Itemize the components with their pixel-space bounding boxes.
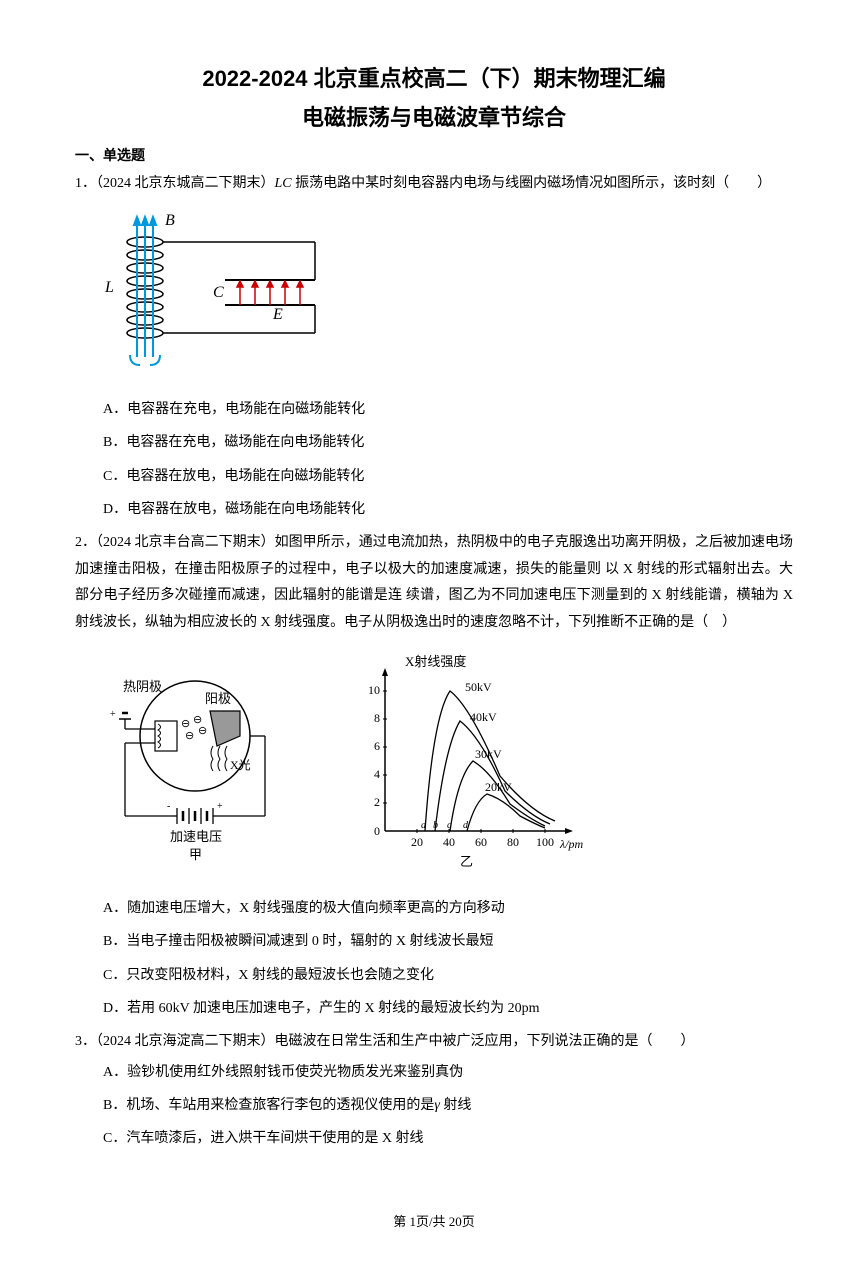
label-l: L: [104, 279, 114, 296]
label-caption-right: 乙: [460, 854, 473, 869]
label-b: B: [165, 212, 175, 229]
label-caption-left: 甲: [189, 847, 202, 862]
label-50kv: 50kV: [465, 680, 492, 694]
label-anode: 阳极: [205, 691, 231, 706]
svg-text:80: 80: [507, 835, 519, 849]
svg-text:100: 100: [536, 835, 554, 849]
svg-text:10: 10: [368, 683, 380, 697]
svg-text:4: 4: [374, 767, 380, 781]
label-40kv: 40kV: [470, 710, 497, 724]
svg-text:⊖: ⊖: [181, 718, 190, 730]
question-1-number: 1．: [75, 176, 96, 191]
option-3a: A．验钞机使用红外线照射钱币使荧光物质发光来鉴别真伪: [103, 1060, 793, 1085]
question-1-text: 1．（2024 北京东城高二下期末）LC 振荡电路中某时刻电容器内电场与线圈内磁…: [75, 171, 793, 198]
option-3c: C．汽车喷漆后，进入烘干车间烘干使用的是 X 射线: [103, 1126, 793, 1151]
option-2b: B．当电子撞击阳极被瞬间减速到 0 时，辐射的 X 射线波长最短: [103, 929, 793, 954]
svg-text:+: +: [110, 709, 116, 720]
option-1a: A．电容器在充电，电场能在向磁场能转化: [103, 397, 793, 422]
question-3: 3．（2024 北京海淀高二下期末）电磁波在日常生活和生产中被广泛应用，下列说法…: [75, 1029, 793, 1151]
label-y-axis: X射线强度: [405, 654, 466, 669]
svg-text:⊖: ⊖: [185, 730, 194, 742]
svg-text:40: 40: [443, 835, 455, 849]
svg-text:60: 60: [475, 835, 487, 849]
question-1-figure: B L C E: [95, 207, 793, 387]
option-3b: B．机场、车站用来检查旅客行李包的透视仪使用的是γ 射线: [103, 1093, 793, 1118]
svg-text:0: 0: [374, 824, 380, 838]
option-2d: D．若用 60kV 加速电压加速电子，产生的 X 射线的最短波长约为 20pm: [103, 996, 793, 1021]
question-3-text: 3．（2024 北京海淀高二下期末）电磁波在日常生活和生产中被广泛应用，下列说法…: [75, 1029, 793, 1056]
label-x-axis: λ/pm: [559, 837, 584, 851]
label-e: E: [272, 306, 283, 323]
label-xray: X光: [230, 758, 251, 772]
label-c: C: [213, 284, 224, 301]
label-voltage: 加速电压: [170, 829, 222, 844]
question-1-body: 振荡电路中某时刻电容器内电场与线圈内磁场情况如图所示，该时刻（ ）: [292, 176, 772, 191]
question-1-options: A．电容器在充电，电场能在向磁场能转化 B．电容器在充电，磁场能在向电场能转化 …: [103, 397, 793, 522]
question-3-body: 电磁波在日常生活和生产中被广泛应用，下列说法正确的是（ ）: [275, 1034, 695, 1049]
svg-text:20: 20: [411, 835, 423, 849]
svg-text:-: -: [167, 801, 170, 812]
question-2-number: 2．: [75, 535, 96, 550]
option-1b: B．电容器在充电，磁场能在向电场能转化: [103, 430, 793, 455]
question-1-lc: LC: [275, 176, 292, 191]
svg-text:a: a: [421, 820, 426, 831]
question-3-number: 3．: [75, 1034, 96, 1049]
svg-text:c: c: [447, 820, 452, 831]
option-1d: D．电容器在放电，磁场能在向电场能转化: [103, 497, 793, 522]
question-1-source: （2024 北京东城高二下期末）: [96, 176, 275, 191]
xray-spectrum-diagram: 热阴极 阳极 ⊖ ⊖ ⊖ ⊖ X光: [95, 646, 595, 886]
option-1c: C．电容器在放电，电场能在向磁场能转化: [103, 464, 793, 489]
question-3-options: A．验钞机使用红外线照射钱币使荧光物质发光来鉴别真伪 B．机场、车站用来检查旅客…: [103, 1060, 793, 1152]
svg-text:+: +: [217, 801, 223, 812]
question-2-source: （2024 北京丰台高二下期末）: [96, 535, 275, 550]
section-heading: 一、单选题: [75, 145, 793, 169]
svg-text:6: 6: [374, 739, 380, 753]
svg-text:2: 2: [374, 795, 380, 809]
question-3-source: （2024 北京海淀高二下期末）: [96, 1034, 275, 1049]
question-2-figure: 热阴极 阳极 ⊖ ⊖ ⊖ ⊖ X光: [95, 646, 793, 886]
svg-text:b: b: [433, 820, 438, 831]
option-2a: A．随加速电压增大，X 射线强度的极大值向频率更高的方向移动: [103, 896, 793, 921]
lc-circuit-diagram: B L C E: [95, 207, 325, 387]
svg-text:⊖: ⊖: [198, 725, 207, 737]
question-2-options: A．随加速电压增大，X 射线强度的极大值向频率更高的方向移动 B．当电子撞击阳极…: [103, 896, 793, 1021]
question-1: 1．（2024 北京东城高二下期末）LC 振荡电路中某时刻电容器内电场与线圈内磁…: [75, 171, 793, 522]
question-2: 2．（2024 北京丰台高二下期末）如图甲所示，通过电流加热，热阴极中的电子克服…: [75, 530, 793, 1021]
page-footer: 第 1页/共 20页: [75, 1211, 793, 1233]
label-cathode: 热阴极: [123, 679, 162, 694]
label-30kv: 30kV: [475, 747, 502, 761]
question-2-text: 2．（2024 北京丰台高二下期末）如图甲所示，通过电流加热，热阴极中的电子克服…: [75, 530, 793, 636]
option-2c: C．只改变阳极材料，X 射线的最短波长也会随之变化: [103, 963, 793, 988]
label-20kv: 20kV: [485, 780, 512, 794]
page-title-line1: 2022-2024 北京重点校高二（下）期末物理汇编: [75, 60, 793, 97]
page-title-line2: 电磁振荡与电磁波章节综合: [75, 99, 793, 136]
svg-text:8: 8: [374, 711, 380, 725]
